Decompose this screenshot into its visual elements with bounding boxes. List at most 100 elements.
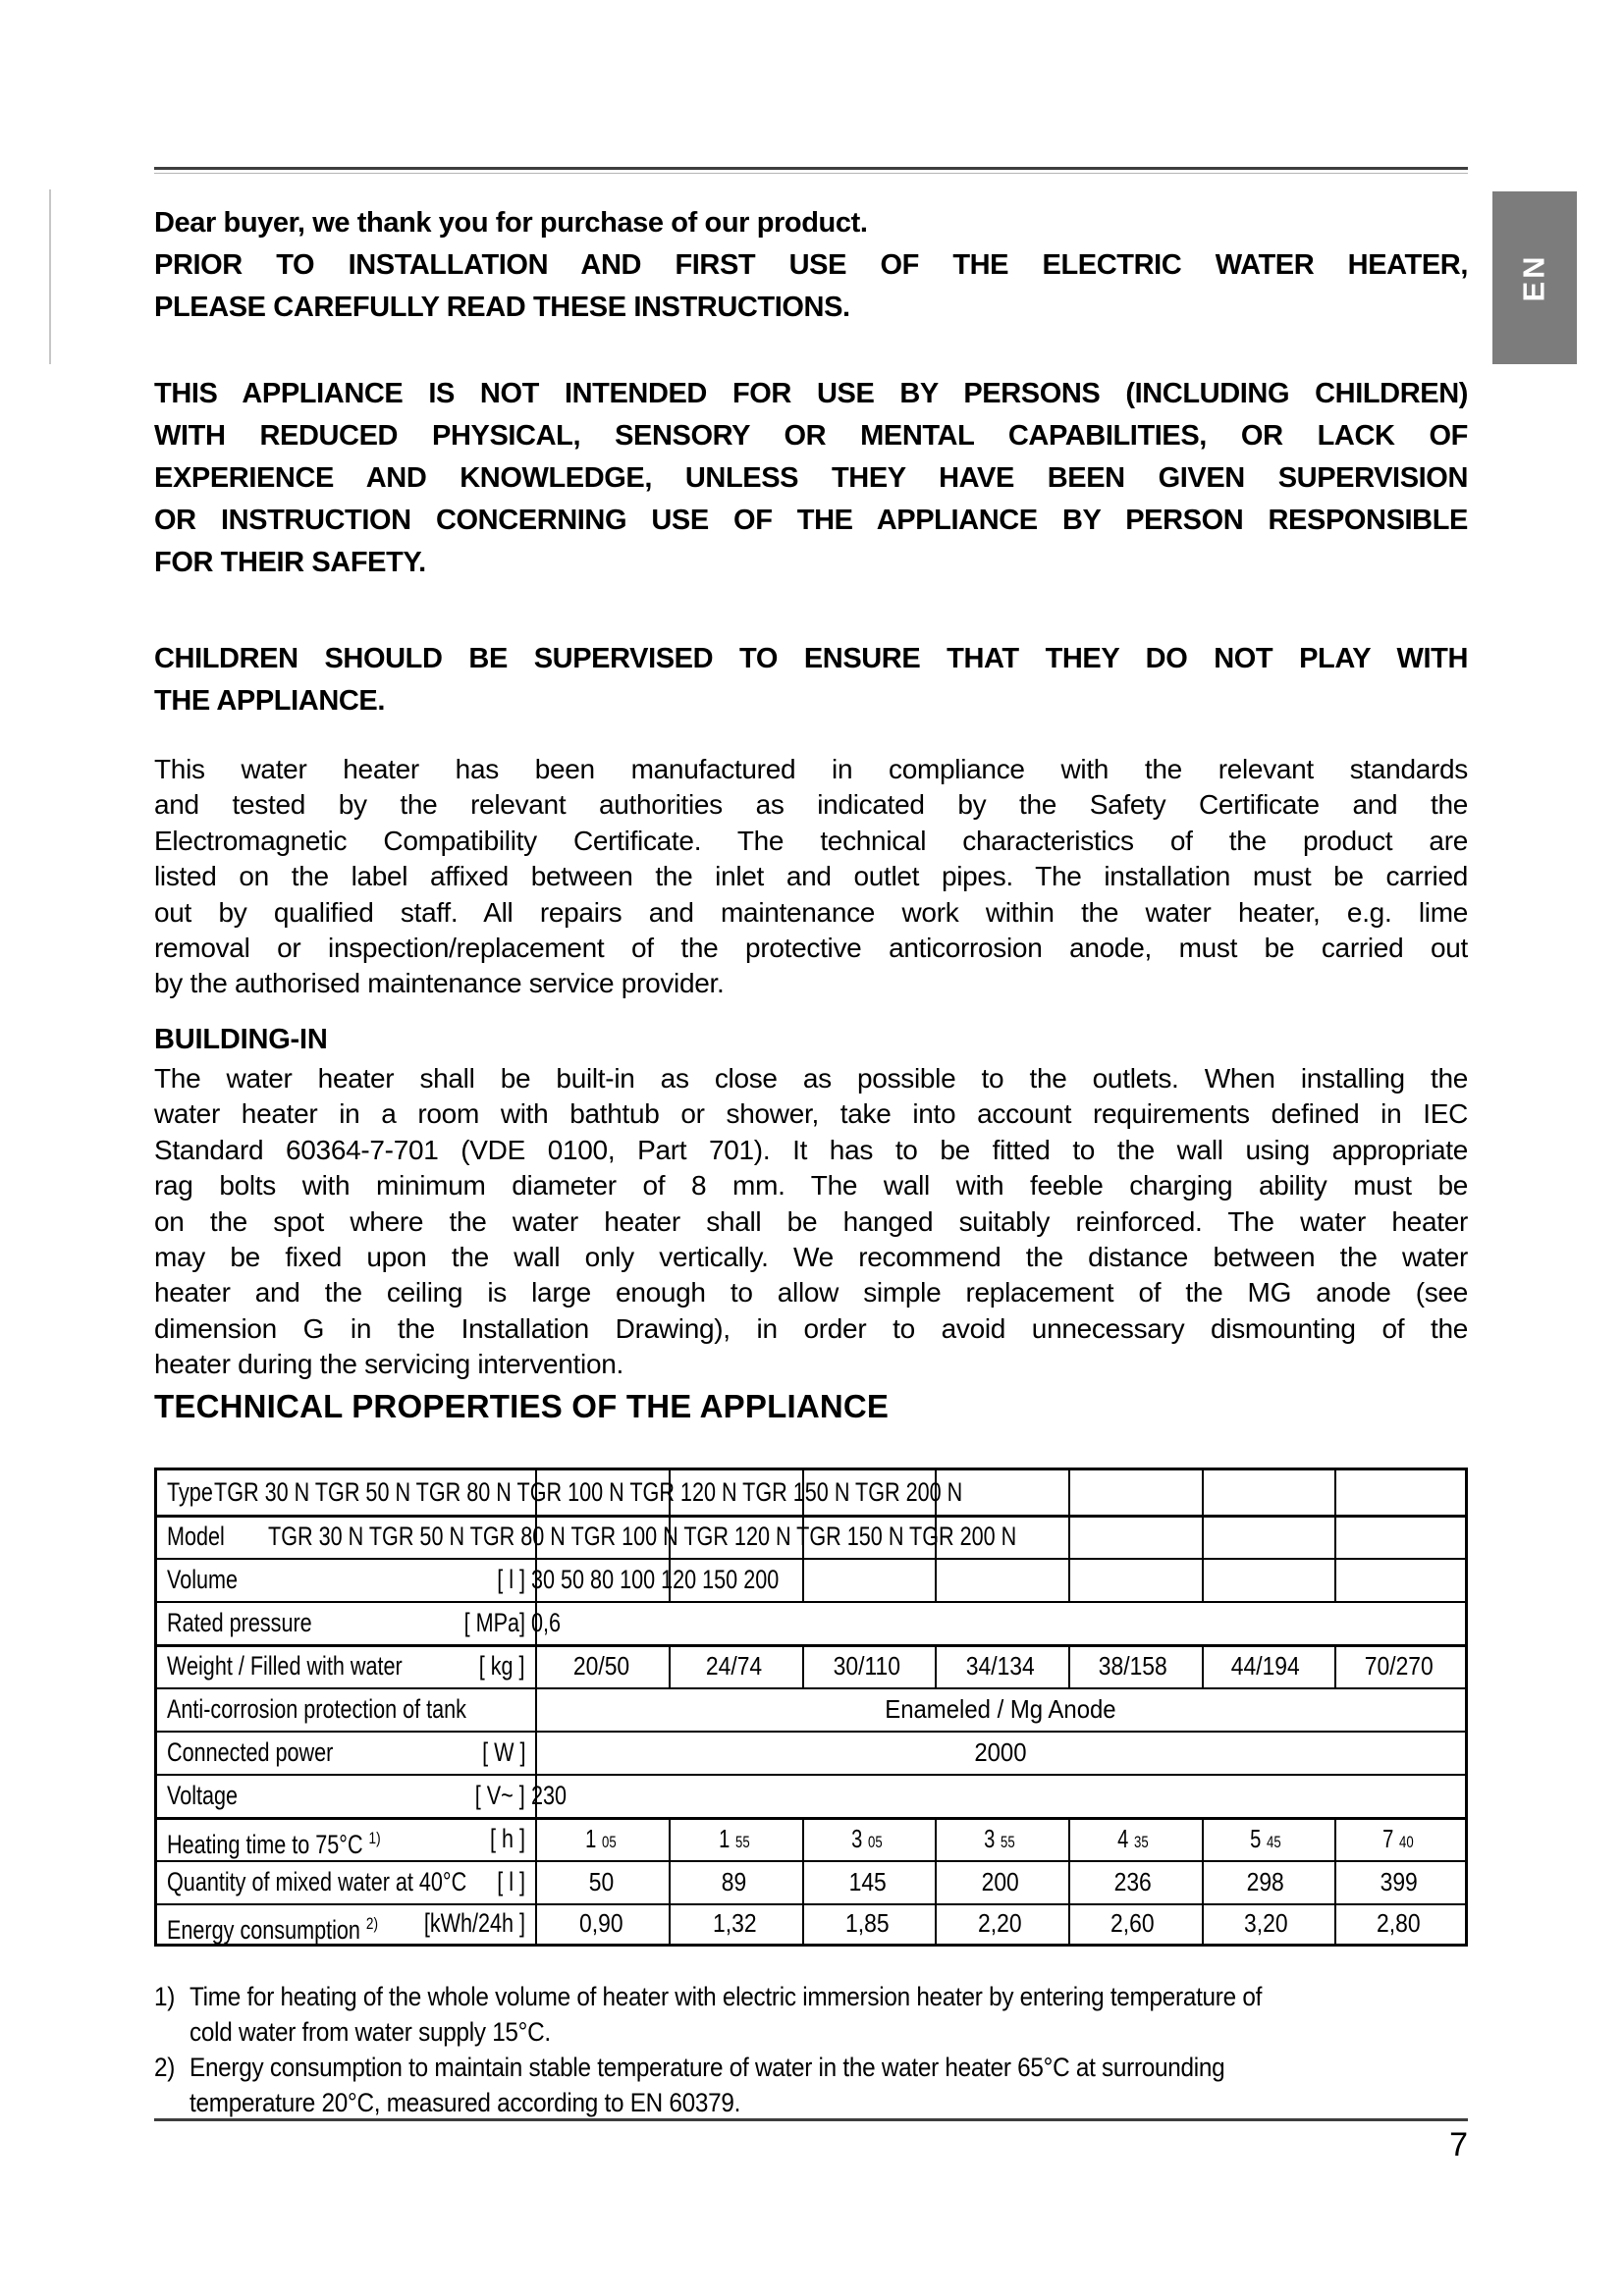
table-cell-value: 3 55 <box>984 1824 1016 1853</box>
building-in-heading: BUILDING-IN <box>154 1024 328 1055</box>
table-grid-line <box>802 1644 804 1687</box>
table-grid-line <box>1068 1470 1070 1601</box>
table-grid-line <box>1334 1644 1336 1687</box>
language-tab-label: EN <box>1516 253 1551 302</box>
intro-greeting: Dear buyer, we thank you for purchase of… <box>154 207 868 239</box>
row-values: 0,90 1,32 1,85 2,20 2,60 3,20 2,80 <box>535 1903 1465 1944</box>
table-row: Energy consumption 2) [kWh/24h ] 0,90 1,… <box>157 1903 1465 1945</box>
table-cell-value: 50 <box>588 1867 615 1896</box>
table-grid-line <box>1334 1817 1336 1944</box>
table-grid-line <box>669 1817 671 1944</box>
table-grid-line <box>157 1860 1465 1862</box>
row-label: Type <box>167 1477 213 1507</box>
row-inline-value: 230 <box>531 1781 568 1810</box>
table-cell-value: 200 <box>981 1867 1019 1896</box>
row-label: Connected power <box>167 1737 334 1767</box>
table-grid-line <box>669 1644 671 1687</box>
footnote-text: Time for heating of the whole volume of … <box>189 1982 1263 2047</box>
table-grid-line <box>669 1470 671 1601</box>
safety-paragraph-1: THIS APPLIANCE IS NOT INTENDED FOR USE B… <box>154 378 1468 578</box>
row-unit: [ W ] <box>481 1737 525 1767</box>
table-grid-line <box>157 1515 1465 1518</box>
table-cell-value: 70/270 <box>1364 1651 1434 1681</box>
table-grid-line <box>157 1644 1465 1647</box>
table-grid-line <box>935 1817 937 1944</box>
top-rule-shadow <box>154 173 1468 174</box>
row-unit: [kWh/24h ] <box>423 1908 525 1938</box>
row-label: Volume <box>167 1565 239 1594</box>
table-grid-line <box>535 1470 537 1944</box>
table-grid-line <box>935 1470 937 1601</box>
row-inline-value: 30 50 80 100 120 150 200 <box>531 1565 780 1594</box>
table-grid-line <box>1202 1470 1204 1601</box>
table-cell-value: 1,32 <box>712 1908 757 1938</box>
table-row: Voltage [ V~ ] 230 <box>157 1774 1465 1817</box>
table-row: Quantity of mixed water at 40°C [ l ] 50… <box>157 1860 1465 1903</box>
table-cell-value: 2,60 <box>1110 1908 1156 1938</box>
footnote-marker: 2) <box>154 2053 176 2082</box>
footnotes: 1) Time for heating of the whole volume … <box>154 1979 1435 2120</box>
safety-paragraph-2: CHILDREN SHOULD BE SUPERVISED TO ENSURE … <box>154 643 1468 717</box>
table-grid-line <box>1068 1817 1070 1944</box>
table-grid-line <box>157 1601 1465 1603</box>
language-tab: EN <box>1492 191 1577 364</box>
table-grid-line <box>802 1817 804 1944</box>
table-grid-line <box>157 1558 1465 1560</box>
table-grid-line <box>157 1817 1465 1820</box>
table-cell-value: 44/194 <box>1231 1651 1301 1681</box>
row-label: Energy consumption 2) <box>167 1914 379 1945</box>
merged-cell-value: Enameled / Mg Anode <box>884 1694 1116 1724</box>
table-cell-value: 1 55 <box>718 1824 750 1853</box>
bottom-rule <box>154 2118 1468 2121</box>
compliance-paragraph: This water heater has been manufactured … <box>154 754 1468 999</box>
table-cell-value: 5 45 <box>1249 1824 1281 1853</box>
row-label: Anti-corrosion protection of tank <box>167 1694 466 1724</box>
row-unit: [ kg ] <box>479 1651 525 1681</box>
table-cell-value: 236 <box>1113 1867 1152 1896</box>
merged-cell-value: 2000 <box>973 1737 1027 1767</box>
footnote-marker: 1) <box>154 1982 176 2011</box>
technical-properties-table: Type TGR 30 N TGR 50 N TGR 80 N TGR 100 … <box>154 1468 1468 1947</box>
top-rule <box>154 167 1468 170</box>
table-grid-line <box>1068 1644 1070 1687</box>
table-row: Connected power [ W ] 2000 <box>157 1731 1465 1774</box>
row-unit: [ V~ ] <box>474 1781 525 1810</box>
table-cell-value: 3,20 <box>1243 1908 1288 1938</box>
row-label: Weight / Filled with water <box>167 1651 403 1681</box>
row-unit: [ MPa] <box>463 1608 525 1637</box>
table-cell-value: 399 <box>1380 1867 1418 1896</box>
table-grid-line <box>1202 1817 1204 1944</box>
row-label: Rated pressure <box>167 1608 312 1637</box>
table-grid-line <box>157 1774 1465 1776</box>
table-row: Model TGR 30 N TGR 50 N TGR 80 N TGR 100… <box>157 1515 1465 1558</box>
row-label: Voltage <box>167 1781 239 1810</box>
table-cell-value: 2,20 <box>978 1908 1022 1938</box>
row-overflow-text: TGR 30 N TGR 50 N TGR 80 N TGR 100 N TGR… <box>268 1522 1017 1551</box>
table-cell-value: 20/50 <box>572 1651 630 1681</box>
table-cell-value: 0,90 <box>579 1908 623 1938</box>
table-row: Anti-corrosion protection of tank Enamel… <box>157 1687 1465 1731</box>
table-cell-value: 145 <box>848 1867 887 1896</box>
row-unit: [ l ] <box>497 1565 525 1594</box>
row-unit: [ l ] <box>497 1867 525 1896</box>
table-cell-value: 7 40 <box>1382 1824 1415 1853</box>
row-label: Quantity of mixed water at 40°C <box>167 1867 467 1896</box>
table-grid-line <box>157 1903 1465 1905</box>
row-values: 50 89 145 200 236 298 399 <box>535 1860 1465 1903</box>
table-cell-value: 38/158 <box>1098 1651 1167 1681</box>
row-label: Model <box>167 1522 225 1551</box>
table-cell-value: 24/74 <box>706 1651 763 1681</box>
row-values: 20/50 24/74 30/110 34/134 38/158 44/194 … <box>535 1644 1465 1687</box>
table-cell-value: 2,80 <box>1377 1908 1421 1938</box>
table-grid-line <box>1202 1644 1204 1687</box>
table-cell-value: 298 <box>1246 1867 1285 1896</box>
table-cell-value: 89 <box>722 1867 747 1896</box>
table-cell-value: 4 35 <box>1116 1824 1149 1853</box>
table-cell-value: 34/134 <box>965 1651 1035 1681</box>
row-overflow-text: TGR 30 N TGR 50 N TGR 80 N TGR 100 N TGR… <box>214 1477 963 1507</box>
table-cell-value: 30/110 <box>834 1651 901 1681</box>
table-row: Volume [ l ] 30 50 80 100 120 150 200 <box>157 1558 1465 1601</box>
table-grid-line <box>802 1470 804 1601</box>
left-fold-mark <box>49 189 51 364</box>
